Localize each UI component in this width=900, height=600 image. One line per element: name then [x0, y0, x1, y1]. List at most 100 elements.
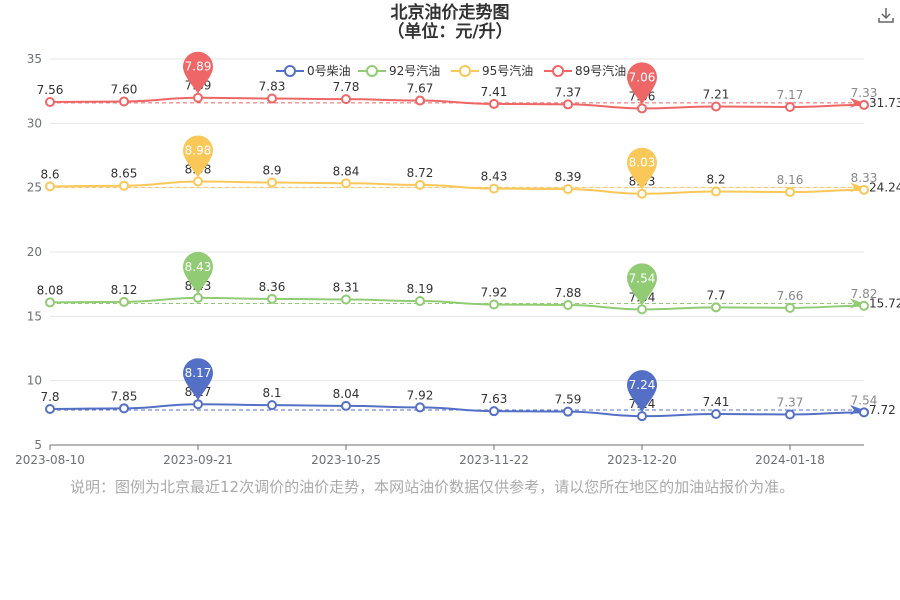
- data-point[interactable]: [711, 101, 721, 112]
- data-point[interactable]: [119, 403, 129, 414]
- data-point[interactable]: [341, 294, 351, 305]
- data-point[interactable]: [785, 302, 795, 313]
- x-tick-label: 2023-10-25: [311, 453, 381, 467]
- data-point[interactable]: [637, 304, 647, 315]
- data-point[interactable]: [563, 184, 573, 195]
- data-label: 7.8: [40, 390, 59, 404]
- data-label: 7.83: [259, 80, 286, 94]
- max-marker-label: 7.89: [185, 60, 212, 74]
- series-group: 7.72 7.8 7.85 8.17 8.1 8.04 7.92 7.63 7.59 7.24 7.…: [37, 51, 900, 422]
- data-point[interactable]: [415, 296, 425, 307]
- average-line-arrow: [850, 182, 864, 193]
- legend-marker: [459, 65, 471, 77]
- average-line-arrow: [850, 97, 864, 108]
- y-tick-label: 10: [27, 374, 42, 388]
- data-label: 8.39: [555, 170, 582, 184]
- x-tick-label: 2023-09-21: [163, 453, 233, 467]
- min-marker-label: 7.06: [629, 70, 656, 84]
- data-point[interactable]: [637, 411, 647, 422]
- y-tick-label: 30: [27, 116, 42, 130]
- min-marker-label: 7.24: [629, 378, 656, 392]
- data-label: 7.67: [407, 82, 434, 96]
- data-point[interactable]: [785, 101, 795, 112]
- data-point[interactable]: [489, 98, 499, 109]
- chart-title-unit: （单位：元/升）: [387, 22, 513, 42]
- data-point[interactable]: [785, 187, 795, 198]
- data-label: 7.66: [777, 289, 804, 303]
- series-line: [49, 180, 865, 195]
- data-label: 8.31: [333, 280, 360, 294]
- data-label: 7.92: [407, 388, 434, 402]
- data-point[interactable]: [193, 399, 203, 410]
- x-tick-label: 2024-01-18: [755, 453, 825, 467]
- min-marker-pin: [627, 263, 657, 306]
- data-point[interactable]: [637, 188, 647, 199]
- data-point[interactable]: [193, 176, 203, 187]
- data-point[interactable]: [489, 406, 499, 417]
- data-point[interactable]: [859, 99, 869, 110]
- data-point[interactable]: [563, 406, 573, 417]
- data-label: 8.65: [111, 167, 138, 181]
- data-point[interactable]: [341, 178, 351, 189]
- data-point[interactable]: [45, 96, 55, 107]
- download-icon[interactable]: [877, 6, 895, 24]
- data-point[interactable]: [711, 302, 721, 313]
- data-point[interactable]: [267, 177, 277, 188]
- max-marker-pin: [183, 251, 213, 294]
- data-label: 7.88: [555, 286, 582, 300]
- data-point[interactable]: [45, 297, 55, 308]
- average-label: 24.24: [869, 180, 900, 194]
- data-point[interactable]: [45, 403, 55, 414]
- series-2: 24.24 8.6 8.65 8.98 8.9 8.84 8.72 8.43 8.39 8.03 8…: [40, 135, 900, 199]
- legend[interactable]: 0号柴油 92号汽油 95号汽油 89号汽油: [276, 63, 626, 78]
- data-label: 7.60: [111, 82, 138, 96]
- data-label: 7.54: [851, 393, 878, 407]
- data-label: 8.84: [333, 164, 360, 178]
- data-label: 8.04: [333, 387, 360, 401]
- data-point[interactable]: [193, 92, 203, 103]
- data-label: 7.82: [851, 287, 878, 301]
- data-point[interactable]: [119, 296, 129, 307]
- data-point[interactable]: [341, 400, 351, 411]
- data-point[interactable]: [267, 293, 277, 304]
- series-line: [49, 96, 865, 110]
- legend-label: 0号柴油: [307, 64, 351, 78]
- data-point[interactable]: [415, 95, 425, 106]
- data-point[interactable]: [415, 402, 425, 413]
- data-point[interactable]: [637, 103, 647, 114]
- disclaimer-note: 说明：图例为北京最近12次调价的油价走势，本网站油价数据仅供参考，请以您所在地区…: [70, 478, 795, 496]
- data-point[interactable]: [193, 292, 203, 303]
- data-label: 8.36: [259, 280, 286, 294]
- data-point[interactable]: [563, 99, 573, 110]
- data-point[interactable]: [785, 409, 795, 420]
- data-label: 7.37: [777, 396, 804, 410]
- x-tick-label: 2023-08-10: [15, 453, 85, 467]
- data-label: 8.08: [37, 283, 64, 297]
- legend-item-1[interactable]: 92号汽油: [358, 63, 440, 78]
- data-point[interactable]: [267, 93, 277, 104]
- legend-label: 92号汽油: [389, 63, 440, 78]
- data-point[interactable]: [489, 183, 499, 194]
- data-point[interactable]: [563, 300, 573, 311]
- average-label: 31.73: [869, 96, 900, 110]
- data-point[interactable]: [119, 96, 129, 107]
- data-point[interactable]: [859, 184, 869, 195]
- min-marker-label: 7.54: [629, 271, 656, 285]
- legend-item-0[interactable]: 0号柴油: [276, 64, 351, 78]
- legend-label: 89号汽油: [575, 63, 626, 78]
- data-point[interactable]: [415, 179, 425, 190]
- data-point[interactable]: [341, 94, 351, 105]
- average-label: 15.72: [869, 296, 900, 310]
- data-point[interactable]: [45, 181, 55, 192]
- data-point[interactable]: [489, 299, 499, 310]
- legend-item-2[interactable]: 95号汽油: [451, 63, 533, 78]
- data-point[interactable]: [119, 180, 129, 191]
- data-point[interactable]: [711, 408, 721, 419]
- data-point[interactable]: [859, 407, 869, 418]
- data-point[interactable]: [267, 400, 277, 411]
- data-point[interactable]: [859, 300, 869, 311]
- data-label: 7.37: [555, 85, 582, 99]
- data-point[interactable]: [711, 186, 721, 197]
- legend-item-3[interactable]: 89号汽油: [544, 63, 626, 78]
- y-tick-label: 5: [34, 438, 42, 452]
